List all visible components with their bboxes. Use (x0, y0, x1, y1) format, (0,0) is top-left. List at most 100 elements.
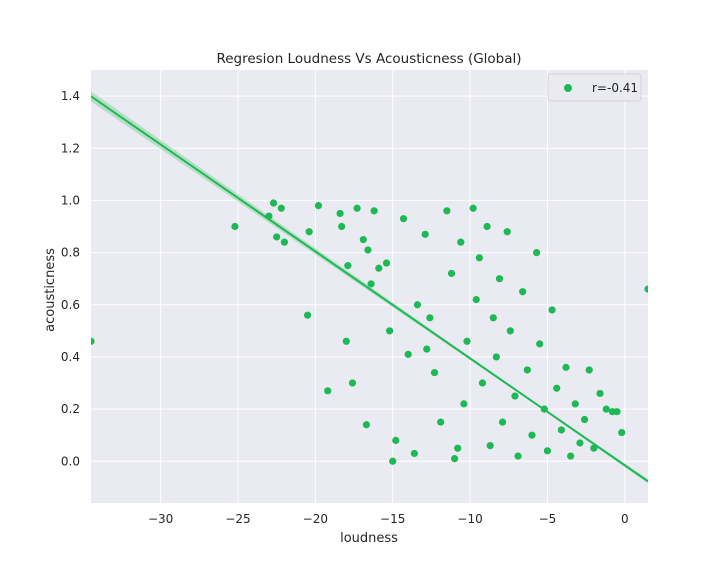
data-point (342, 337, 350, 345)
x-tick-label: −10 (457, 512, 482, 526)
data-point (336, 209, 344, 218)
data-point (528, 431, 536, 439)
data-point (503, 228, 511, 236)
data-point (362, 421, 371, 429)
x-tick-label: −25 (225, 512, 250, 526)
data-point (533, 248, 541, 257)
data-point (370, 207, 378, 215)
data-point (375, 264, 383, 272)
data-point (386, 327, 394, 335)
data-point (447, 269, 456, 278)
data-point (314, 202, 323, 210)
data-point (348, 379, 357, 387)
data-point (571, 400, 579, 408)
data-point (514, 452, 522, 460)
data-point (463, 337, 471, 345)
data-point (602, 405, 610, 413)
data-point (618, 428, 626, 437)
y-tick-labels: 0.0 0.2 0.4 0.6 0.8 1.0 1.2 1.4 (61, 89, 80, 468)
x-axis-title: loudness (340, 531, 398, 546)
data-point (399, 215, 408, 223)
x-tick-label: 0 (621, 512, 629, 526)
data-point (305, 228, 313, 236)
data-point (486, 442, 494, 450)
data-point (576, 439, 584, 447)
data-point (475, 254, 483, 262)
data-point (389, 457, 397, 465)
y-tick-label: 0.6 (61, 298, 80, 312)
legend-box (547, 73, 642, 102)
data-point (580, 415, 589, 424)
y-tick-label: 0.0 (61, 454, 80, 468)
data-point (519, 288, 527, 296)
y-tick-label: 1.0 (61, 193, 80, 207)
data-point (404, 350, 412, 358)
data-point (523, 366, 531, 374)
data-point (91, 337, 95, 345)
data-point (430, 368, 439, 377)
data-point (277, 204, 285, 212)
y-tick-label: 0.4 (61, 350, 80, 364)
data-point (450, 455, 459, 463)
x-tick-label: −5 (539, 512, 557, 526)
data-point (382, 259, 391, 267)
data-point (613, 408, 621, 416)
data-point (443, 207, 451, 215)
data-point (562, 363, 570, 371)
legend-marker (564, 84, 572, 92)
data-point (392, 436, 400, 444)
x-tick-label: −20 (303, 512, 328, 526)
data-point (557, 426, 565, 434)
data-point (492, 353, 500, 361)
data-point (353, 204, 361, 212)
data-point (460, 400, 468, 408)
x-tick-label: −30 (148, 512, 173, 526)
scatter-points (91, 199, 648, 465)
data-point (567, 452, 575, 460)
data-point (410, 449, 418, 458)
y-tick-label: 1.2 (61, 141, 80, 155)
data-point (596, 389, 604, 398)
data-point (324, 387, 332, 395)
data-point (423, 345, 431, 353)
data-point (644, 285, 648, 293)
data-point (269, 199, 278, 207)
gridlines (91, 70, 648, 503)
data-point (454, 444, 462, 452)
data-point (548, 306, 556, 314)
data-point (359, 235, 367, 244)
legend: r=-0.41 (547, 73, 642, 102)
data-point (231, 222, 239, 231)
x-tick-labels: −30 −25 −20 −15 −10 −5 0 (148, 512, 629, 526)
data-point (511, 392, 519, 400)
data-point (413, 301, 422, 309)
y-tick-label: 0.8 (61, 246, 80, 260)
data-point (273, 233, 281, 241)
data-point (426, 314, 434, 322)
data-point (489, 314, 497, 322)
data-point (472, 295, 480, 304)
data-point (421, 230, 429, 238)
regression-line (91, 95, 648, 483)
data-point (498, 418, 507, 426)
data-point (590, 444, 598, 452)
data-point (495, 275, 504, 283)
data-point (469, 204, 477, 212)
data-point (338, 222, 346, 231)
x-tick-label: −15 (380, 512, 405, 526)
data-point (304, 311, 312, 319)
data-point (344, 262, 352, 270)
data-point (280, 238, 289, 246)
y-tick-label: 0.2 (61, 402, 80, 416)
legend-label: r=-0.41 (592, 81, 638, 95)
data-point (457, 238, 465, 246)
data-point (437, 418, 445, 426)
data-point (478, 379, 487, 387)
data-point (364, 246, 372, 254)
chart-title: Regresion Loudness Vs Acousticness (Glob… (216, 51, 521, 67)
data-point (543, 447, 552, 455)
data-point (536, 340, 544, 348)
y-tick-label: 1.4 (61, 89, 80, 103)
data-point (367, 280, 375, 288)
